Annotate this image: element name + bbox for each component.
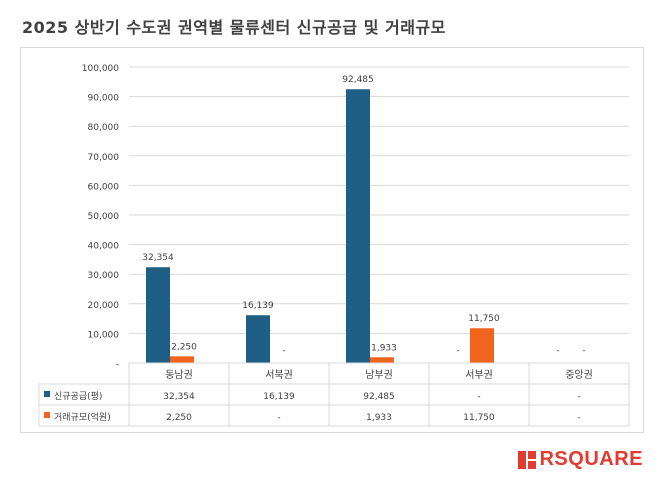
- table-cell: 11,750: [463, 413, 495, 423]
- y-tick-label: 20,000: [88, 301, 120, 311]
- y-tick-label: 30,000: [88, 271, 120, 281]
- data-label: -: [582, 346, 585, 356]
- bar-chart: - 10,000 20,000 30,000 40,000 50,000 60,000 70,…: [38, 64, 630, 427]
- data-label: -: [556, 346, 559, 356]
- table-cell: -: [577, 392, 580, 402]
- legend-swatch: [44, 412, 50, 418]
- table-cell: 1,933: [366, 413, 392, 423]
- table-cell: -: [577, 413, 580, 423]
- data-label: 2,250: [171, 342, 197, 352]
- data-label: 32,354: [142, 253, 174, 263]
- table-cell: 16,139: [263, 392, 295, 402]
- x-category-label: 중앙권: [565, 369, 593, 381]
- bar-supply: [346, 89, 370, 364]
- chart-frame: - 10,000 20,000 30,000 40,000 50,000 60,000 70,…: [20, 47, 644, 433]
- y-tick-label: 90,000: [88, 94, 120, 104]
- x-category-label: 서북권: [265, 369, 293, 381]
- table-cell: 92,485: [363, 392, 395, 402]
- bar-transaction: [370, 357, 394, 363]
- legend-swatch: [44, 391, 50, 397]
- bar-supply: [246, 315, 270, 363]
- y-tick-label: 80,000: [88, 123, 120, 133]
- table-cell: -: [277, 413, 280, 423]
- data-label: 11,750: [468, 314, 500, 324]
- data-label: -: [282, 346, 285, 356]
- data-label: -: [456, 346, 459, 356]
- y-tick-label: 100,000: [82, 64, 119, 74]
- y-tick-label: 40,000: [88, 242, 120, 252]
- bar-supply: [146, 267, 170, 363]
- y-tick-label: 60,000: [88, 182, 120, 192]
- chart-title: 2025 상반기 수도권 권역별 물류센터 신규공급 및 거래규모: [22, 18, 446, 37]
- table-cell: -: [477, 392, 480, 402]
- data-label: 16,139: [242, 301, 274, 311]
- bar-transaction: [470, 328, 494, 363]
- rsquare-logo: RSQUARE: [518, 448, 643, 471]
- y-tick-label: 10,000: [88, 330, 120, 340]
- y-tick-label: 70,000: [88, 153, 120, 163]
- table-cell: 32,354: [163, 392, 195, 402]
- legend-label: 거래규모(억원): [54, 411, 111, 423]
- legend-label: 신규공급(평): [54, 391, 102, 402]
- logo-text: RSQUARE: [539, 448, 643, 470]
- x-category-label: 동남권: [165, 369, 193, 381]
- bar-transaction: [170, 356, 194, 363]
- x-category-label: 서부권: [465, 369, 493, 381]
- rsquare-logo-icon: [518, 450, 537, 469]
- data-label: 92,485: [342, 75, 374, 85]
- data-label: 1,933: [371, 343, 397, 353]
- y-tick-label: -: [116, 360, 119, 370]
- table-cell: 2,250: [166, 413, 192, 423]
- x-category-label: 남부권: [365, 369, 393, 381]
- y-tick-label: 50,000: [88, 212, 120, 222]
